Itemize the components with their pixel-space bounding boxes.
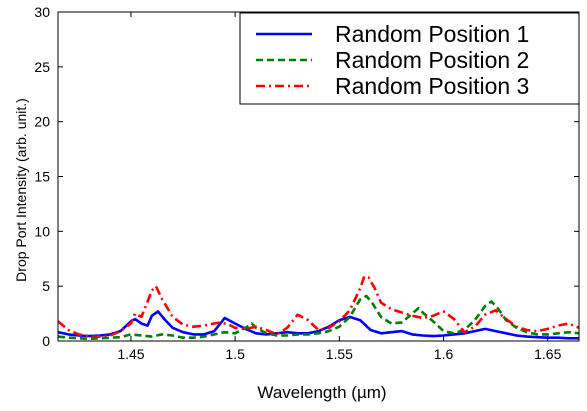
y-tick-label: 5 bbox=[42, 278, 50, 294]
y-tick-label: 0 bbox=[42, 333, 50, 349]
y-tick-label: 10 bbox=[34, 223, 50, 239]
x-axis-label: Wavelength (µm) bbox=[257, 383, 386, 402]
legend-label-3: Random Position 3 bbox=[335, 73, 529, 99]
x-tick-label: 1.65 bbox=[534, 346, 561, 362]
series-line-3 bbox=[58, 274, 579, 338]
x-tick-label: 1.45 bbox=[117, 346, 144, 362]
y-axis-label: Drop Port Intensity (arb. unit.) bbox=[13, 98, 29, 282]
series-line-2 bbox=[58, 294, 579, 341]
legend-box bbox=[239, 12, 580, 105]
y-tick-label: 20 bbox=[34, 114, 50, 130]
legend-label-1: Random Position 1 bbox=[335, 21, 529, 47]
y-tick-label: 25 bbox=[34, 59, 50, 75]
x-tick-label: 1.55 bbox=[326, 346, 353, 362]
x-tick-label: 1.5 bbox=[225, 346, 245, 362]
legend-label-2: Random Position 2 bbox=[335, 47, 529, 73]
series-layer bbox=[58, 274, 579, 341]
series-line-1 bbox=[58, 310, 579, 340]
y-tick-label: 15 bbox=[34, 169, 50, 185]
x-tick-label: 1.6 bbox=[434, 346, 454, 362]
y-tick-label: 30 bbox=[34, 4, 50, 20]
